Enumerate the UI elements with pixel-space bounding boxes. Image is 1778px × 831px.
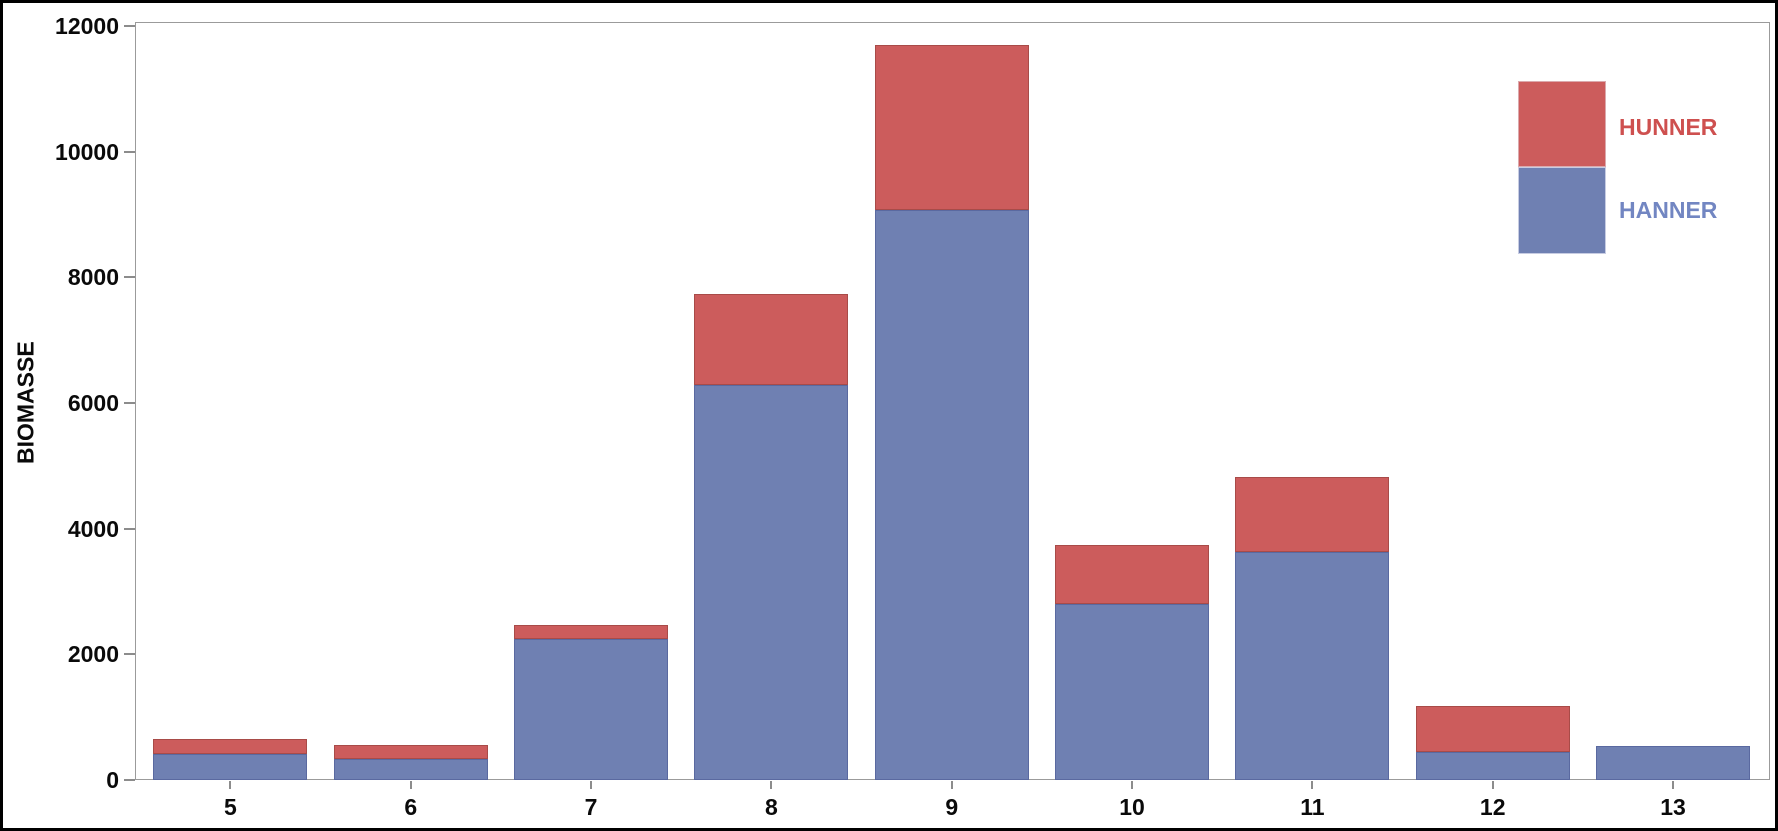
bar-segment-hunner-cat5 [153,739,308,755]
y-tick [124,528,135,530]
x-tick-label: 12 [1479,794,1506,820]
x-tick-label: 8 [764,794,778,820]
y-tick-label: 6000 [67,390,119,416]
x-tick [1672,781,1675,789]
y-tick [124,276,135,278]
x-tick-label: 13 [1660,794,1686,820]
x-tick [1131,781,1134,789]
bar-segment-hanner-cat12 [1415,751,1570,780]
x-tick-label: 10 [1119,794,1145,820]
bar-segment-hunner-cat9 [874,44,1029,211]
bar-segment-hanner-cat10 [1055,604,1210,780]
x-tick [1311,781,1314,789]
x-tick-label: 7 [584,794,598,820]
x-tick-label: 5 [223,794,237,820]
y-tick [124,653,135,655]
bar-segment-hanner-cat9 [874,210,1029,780]
legend-label-hunner: HUNNER [1619,114,1718,140]
y-tick [124,151,135,153]
x-tick [229,781,232,789]
y-tick [124,779,135,781]
y-tick-label: 8000 [67,264,119,290]
bar-segment-hanner-cat7 [514,639,669,780]
y-tick-label: 4000 [67,516,119,542]
bar-segment-hunner-cat8 [694,294,849,386]
legend-label-hanner: HANNER [1619,197,1718,223]
y-tick-label: 2000 [67,641,119,667]
bar-segment-hunner-cat11 [1235,476,1390,552]
y-tick [124,402,135,404]
x-tick-label: 9 [945,794,959,820]
x-tick [590,781,593,789]
legend-swatch-hunner [1518,81,1606,167]
y-tick [124,25,135,27]
x-tick-label: 11 [1300,794,1325,820]
y-tick-label: 12000 [55,13,119,39]
bar-segment-hanner-cat5 [153,754,308,780]
bar-segment-hunner-cat6 [333,745,488,759]
bar-segment-hanner-cat13 [1596,746,1751,780]
bar-segment-hunner-cat7 [514,624,669,640]
bar-segment-hunner-cat10 [1055,545,1210,605]
legend-swatch-hanner [1518,167,1606,254]
x-tick-label: 6 [404,794,418,820]
bar-segment-hanner-cat6 [333,758,488,780]
y-tick-label: 10000 [55,139,119,165]
x-tick [409,781,412,789]
bar-segment-hanner-cat11 [1235,551,1390,780]
x-tick [770,781,773,789]
x-tick [950,781,953,789]
x-tick [1491,781,1494,789]
y-tick-label: 0 [106,767,119,793]
bar-segment-hunner-cat12 [1415,705,1570,752]
bar-segment-hanner-cat8 [694,385,849,780]
legend-swatch-stack [1518,81,1606,254]
